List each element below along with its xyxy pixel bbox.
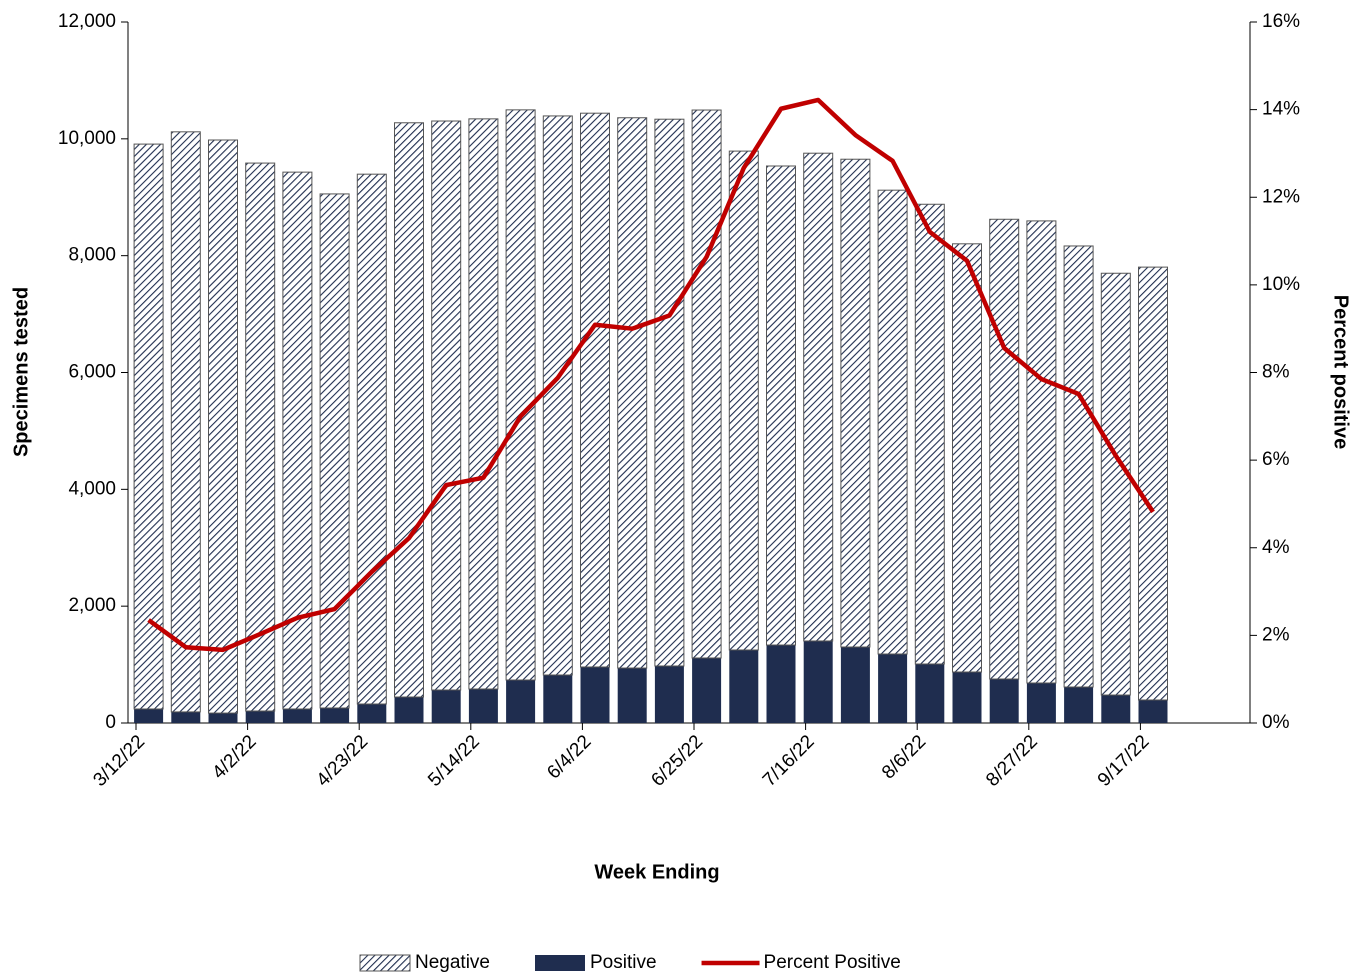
- bar: [580, 112, 610, 668]
- bar: [1138, 266, 1168, 701]
- bar: [692, 657, 722, 723]
- y-tick-label: 0: [105, 712, 116, 733]
- bar: [282, 171, 313, 710]
- x-tick-label: 7/16/22: [759, 731, 819, 791]
- bar: [766, 165, 796, 646]
- bar: [506, 680, 536, 723]
- bar: [952, 243, 982, 673]
- y-axis-title: Specimens tested: [10, 287, 32, 457]
- y-tick-label: 10,000: [58, 128, 116, 149]
- bar: [208, 713, 238, 723]
- x-tick-label: 6/25/22: [647, 731, 707, 791]
- bar: [1026, 682, 1056, 723]
- bar: [617, 668, 647, 723]
- bar: [580, 666, 610, 723]
- bar: [1101, 695, 1131, 723]
- bar: [728, 150, 759, 651]
- bar: [431, 120, 462, 691]
- x-tick-label: 3/12/22: [89, 731, 149, 791]
- y2-tick-label: 4%: [1262, 537, 1290, 558]
- y2-tick-label: 12%: [1262, 186, 1300, 207]
- bar: [1138, 699, 1168, 723]
- bar: [803, 640, 833, 723]
- bar: [320, 707, 350, 723]
- bar: [394, 122, 424, 698]
- legend-label: Positive: [590, 952, 657, 973]
- x-tick-label: 8/6/22: [878, 731, 930, 783]
- bar: [542, 115, 573, 676]
- bar: [691, 109, 722, 659]
- x-tick-label: 4/23/22: [313, 731, 373, 791]
- bar: [319, 193, 350, 709]
- bar: [1100, 272, 1131, 696]
- bar: [729, 649, 759, 723]
- y2-tick-label: 6%: [1262, 449, 1290, 470]
- y2-tick-label: 14%: [1262, 99, 1300, 120]
- bar: [282, 708, 312, 723]
- bar: [989, 679, 1019, 723]
- bar: [878, 654, 908, 723]
- y-tick-label: 8,000: [68, 245, 116, 266]
- legend-label: Percent Positive: [764, 952, 901, 973]
- bar: [915, 663, 945, 723]
- line: [147, 97, 1155, 653]
- y-tick-label: 2,000: [68, 595, 116, 616]
- bar: [357, 704, 387, 723]
- y2-tick-label: 8%: [1262, 362, 1290, 383]
- bar: [877, 189, 908, 655]
- bar: [245, 711, 275, 723]
- bar: [840, 646, 870, 723]
- bar: [134, 708, 164, 723]
- bar: [356, 173, 387, 705]
- legend-label: Negative: [415, 952, 490, 973]
- bar: [914, 203, 945, 665]
- x-axis-title: Week Ending: [594, 861, 719, 883]
- bar: [543, 674, 573, 723]
- bar: [394, 697, 424, 723]
- bar: [989, 218, 1020, 680]
- bar: [245, 162, 276, 712]
- bar: [840, 158, 871, 648]
- x-tick-label: 4/2/22: [208, 731, 260, 783]
- bar: [952, 672, 982, 723]
- y-tick-label: 6,000: [68, 362, 116, 383]
- bar: [617, 117, 648, 669]
- y2-tick-label: 16%: [1262, 11, 1300, 32]
- bar: [1026, 220, 1057, 684]
- bar: [133, 143, 164, 710]
- bar: [766, 645, 796, 723]
- bar: [505, 109, 536, 681]
- x-tick-label: 9/17/22: [1094, 731, 1154, 791]
- legend-swatch: [535, 955, 585, 971]
- y2-tick-label: 0%: [1262, 712, 1290, 733]
- bar: [1063, 245, 1094, 688]
- bar: [468, 689, 498, 723]
- bar: [431, 689, 461, 723]
- bar: [171, 711, 201, 723]
- y-tick-label: 12,000: [58, 11, 116, 32]
- y2-tick-label: 10%: [1262, 274, 1300, 295]
- legend-swatch: [359, 954, 411, 972]
- x-tick-label: 8/27/22: [982, 731, 1042, 791]
- x-tick-label: 5/14/22: [424, 731, 484, 791]
- bar: [654, 118, 685, 667]
- y2-axis-title: Percent positive: [1330, 295, 1352, 450]
- y2-tick-label: 2%: [1262, 624, 1290, 645]
- bar: [170, 131, 201, 713]
- bar: [468, 118, 499, 690]
- bar: [208, 139, 238, 714]
- bar: [1064, 687, 1094, 723]
- y-tick-label: 4,000: [68, 478, 116, 499]
- x-tick-label: 6/4/22: [543, 731, 595, 783]
- bar: [803, 152, 834, 642]
- bar: [654, 665, 684, 723]
